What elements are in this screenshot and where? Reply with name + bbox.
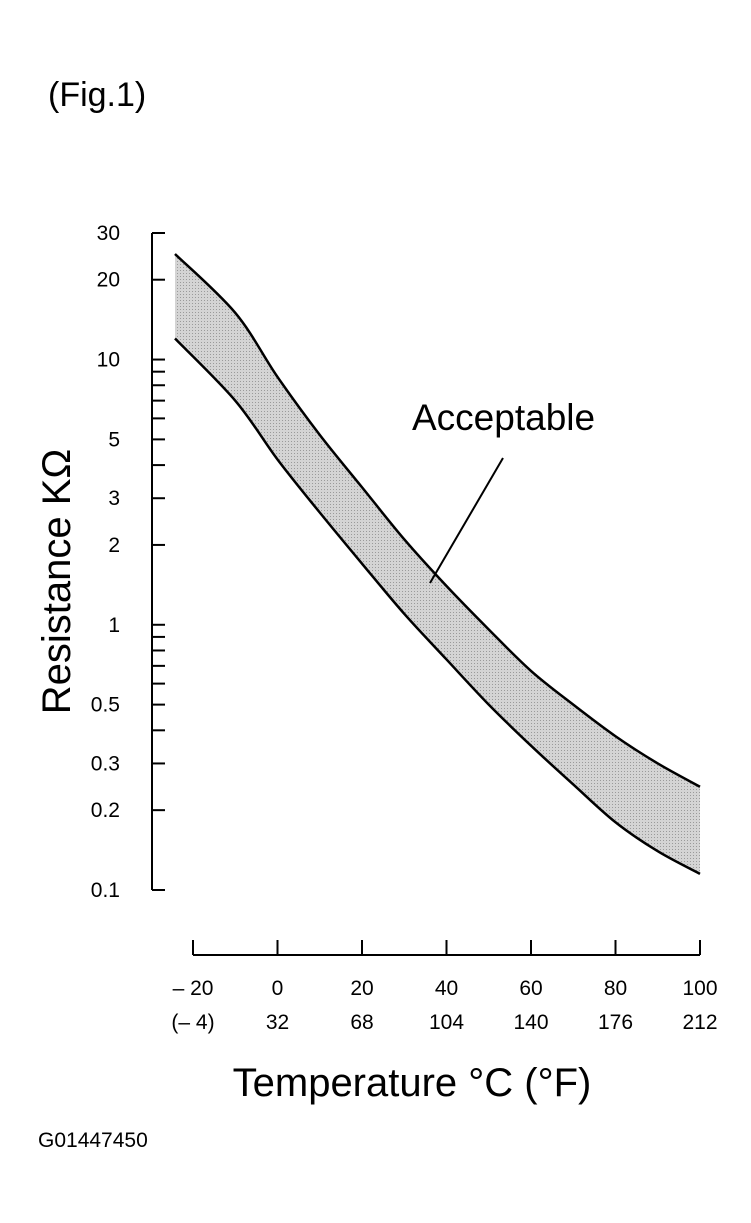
y-tick-label: 2 xyxy=(108,534,120,557)
y-tick-label: 0.1 xyxy=(91,879,120,902)
x-tick-label-fahrenheit: 212 xyxy=(682,1011,717,1034)
x-tick-label-celsius: 20 xyxy=(350,977,373,1000)
acceptable-band-group xyxy=(174,253,701,876)
x-tick-label-fahrenheit: 140 xyxy=(513,1011,548,1034)
x-tick-label-fahrenheit: (– 4) xyxy=(171,1011,214,1034)
x-axis: – 20 (– 4) 0 32 20 68 40 104 60 140 80 176 100 212 xyxy=(171,940,718,1034)
y-tick-label: 0.2 xyxy=(91,799,120,822)
y-tick-label: 5 xyxy=(108,428,120,451)
y-tick-label: 30 xyxy=(97,222,120,245)
x-tick-label-celsius: 40 xyxy=(435,977,458,1000)
x-tick-label-celsius: 80 xyxy=(604,977,627,1000)
x-tick-label-celsius: – 20 xyxy=(173,977,214,1000)
image-code: G01447450 xyxy=(38,1129,148,1152)
y-tick-label: 0.5 xyxy=(91,694,120,717)
y-axis: 0.1 0.2 0.3 0.5 1 2 3 5 10 20 30 xyxy=(91,222,165,902)
y-tick-label: 3 xyxy=(108,487,120,510)
x-tick-label-celsius: 60 xyxy=(519,977,542,1000)
x-tick-label-fahrenheit: 176 xyxy=(598,1011,633,1034)
x-tick-label-celsius: 100 xyxy=(682,977,717,1000)
figure-label: (Fig.1) xyxy=(48,76,146,114)
acceptable-band-area xyxy=(175,254,700,874)
x-tick-label-fahrenheit: 32 xyxy=(266,1011,289,1034)
y-axis-title: Resistance KΩ xyxy=(35,449,79,715)
x-tick-label-fahrenheit: 68 xyxy=(350,1011,373,1034)
x-tick-label-celsius: 0 xyxy=(272,977,284,1000)
y-tick-label: 20 xyxy=(97,269,120,292)
upper-limit-curve xyxy=(174,253,701,788)
y-tick-label: 0.3 xyxy=(91,752,120,775)
annotation-leader-line xyxy=(429,457,504,584)
x-tick-label-fahrenheit: 104 xyxy=(429,1011,464,1034)
y-tick-label: 1 xyxy=(108,614,120,637)
acceptable-annotation: Acceptable xyxy=(412,397,595,438)
x-axis-title: Temperature °C (°F) xyxy=(233,1061,592,1105)
y-tick-label: 10 xyxy=(97,349,120,372)
lower-limit-curve xyxy=(174,337,701,876)
